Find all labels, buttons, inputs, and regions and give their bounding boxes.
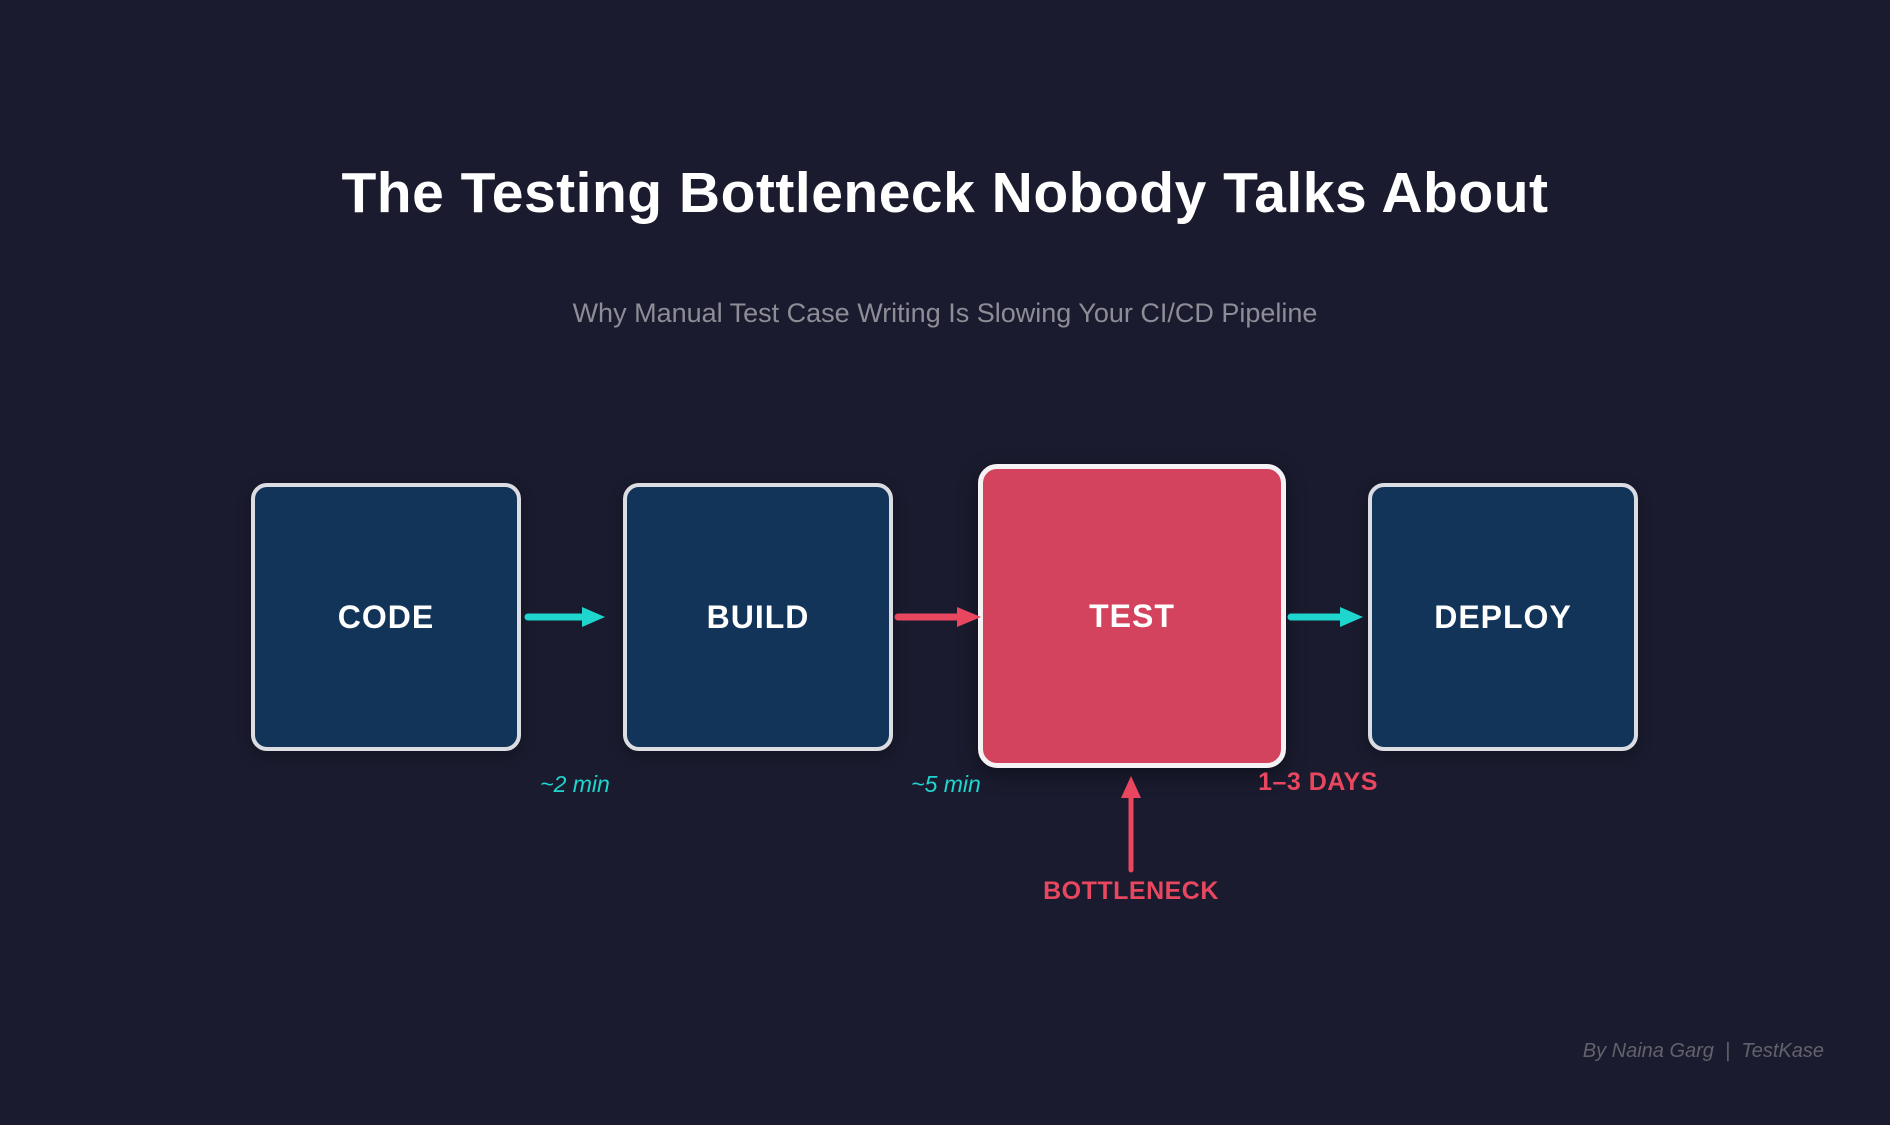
stage-box-test-bottleneck: TEST [978,464,1286,768]
stage-box-code: CODE [251,483,521,751]
page-subtitle: Why Manual Test Case Writing Is Slowing … [572,298,1318,328]
stage-label-code: CODE [337,598,435,635]
test-to-deploy-arrow-icon [1287,607,1363,627]
duration-build-test: ~5 min [911,771,981,797]
stage-box-deploy: DEPLOY [1368,483,1638,751]
footer-credit: By Naina Garg | TestKase [1582,1040,1824,1062]
duration-test-deploy: 1–3 DAYS [1258,768,1378,796]
duration-code-build: ~2 min [540,771,610,797]
stage-label-build: BUILD [706,598,810,635]
build-to-test-arrow-icon [894,607,981,627]
stage-label-test: TEST [1089,597,1175,634]
code-to-build-arrow-icon [524,607,605,627]
page-title: The Testing Bottleneck Nobody Talks Abou… [341,161,1549,225]
stage-box-build: BUILD [623,483,893,751]
bottleneck-arrow-icon [1121,776,1141,873]
stage-label-deploy: DEPLOY [1434,598,1572,635]
bottleneck-label: BOTTLENECK [1043,877,1219,905]
